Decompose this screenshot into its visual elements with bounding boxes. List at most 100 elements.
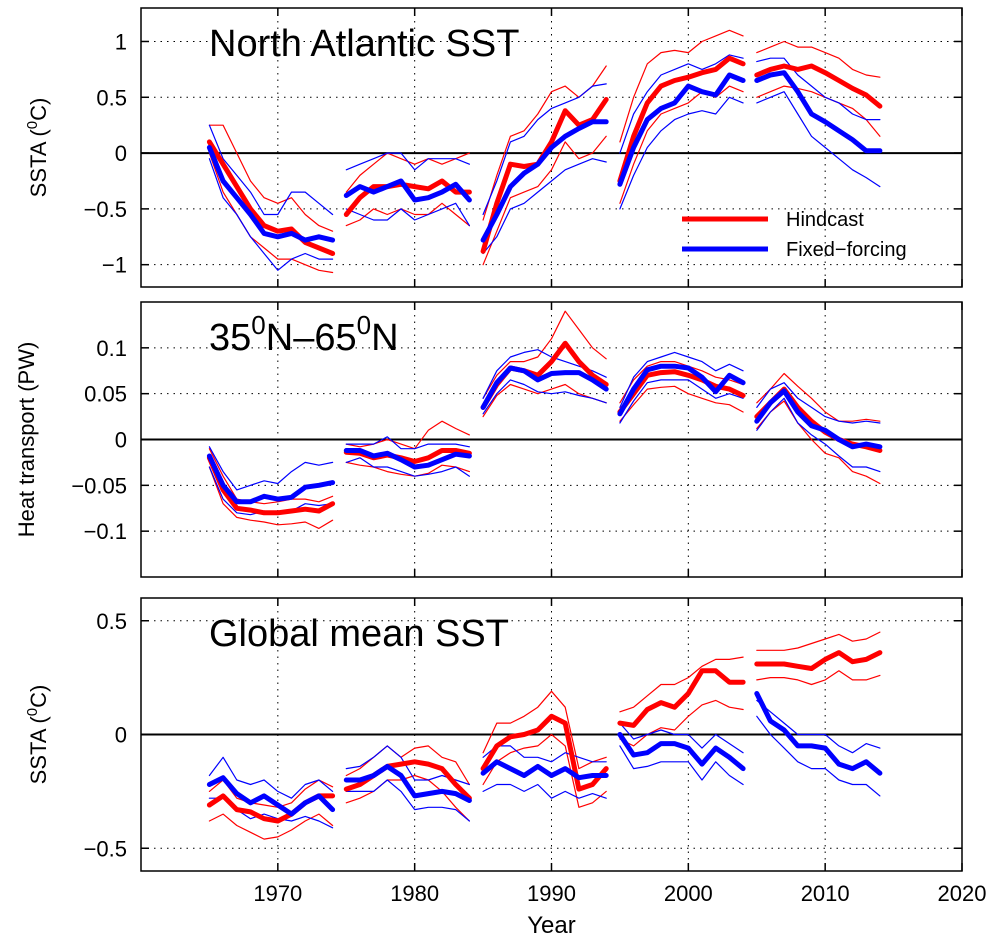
hindcast-lower-segment-2 — [345, 461, 470, 477]
hindcast-upper-segment-3 — [482, 690, 607, 770]
panel-title: Global mean SST — [209, 613, 509, 655]
fixed-lower-segment-2 — [345, 202, 470, 227]
xtick-label: 1980 — [390, 881, 439, 906]
fixed-lower-segment-3 — [482, 379, 607, 415]
y-axis-label: SSTA (0C) — [24, 685, 51, 785]
hindcast-lower-segment-1 — [208, 813, 334, 840]
fixed-upper-segment-5 — [756, 382, 881, 424]
panel-2: −0.1 −0.05 0 0.05 0.1 Heat transport (PW) 350N… — [14, 301, 963, 578]
fixed-line-segment-5 — [754, 691, 883, 776]
xtick-label: 1970 — [253, 881, 302, 906]
ytick-label: 0.1 — [96, 336, 127, 361]
ytick-label: −1 — [102, 253, 127, 278]
hindcast-upper-segment-1 — [208, 124, 334, 232]
fixed-upper-segment-2 — [345, 152, 470, 171]
legend-hindcast-label: Hindcast — [786, 209, 864, 231]
hindcast-lower-segment-1 — [208, 152, 334, 274]
fixed-upper-segment-4 — [619, 722, 744, 754]
x-axis-label: Year — [527, 912, 576, 939]
hindcast-line-segment-5 — [754, 63, 883, 109]
xtick-label: 2020 — [938, 881, 987, 906]
fixed-line-segment-5 — [754, 70, 883, 154]
hindcast-upper-segment-5 — [756, 40, 881, 78]
ytick-label: −0.5 — [84, 197, 127, 222]
fixed-lower-segment-1 — [208, 158, 334, 271]
fixed-upper-segment-5 — [756, 699, 881, 754]
hindcast-lower-segment-5 — [756, 670, 881, 686]
panel-3: −0.5 0 0.5 SSTA (0C) Global mean SST — [24, 597, 963, 872]
hindcast-upper-segment-4 — [619, 656, 744, 713]
xtick-label: 1990 — [527, 881, 576, 906]
hindcast-upper-segment-5 — [756, 631, 881, 651]
hindcast-line-segment-4 — [617, 55, 746, 184]
legend: Hindcast Fixed−forcing — [682, 209, 907, 261]
hindcast-upper-segment-5 — [756, 372, 881, 422]
panel-title: North Atlantic SST — [209, 23, 519, 65]
fixed-upper-segment-5 — [756, 57, 881, 121]
hindcast-line-segment-4 — [617, 668, 746, 728]
fixed-line-segment-5 — [754, 388, 883, 450]
fixed-line-segment-2 — [343, 178, 472, 203]
hindcast-lower-segment-4 — [619, 699, 744, 747]
fixed-line-segment-2 — [343, 448, 472, 470]
fixed-line-segment-4 — [617, 72, 746, 187]
fixed-upper-segment-4 — [619, 351, 744, 408]
fixed-lower-segment-5 — [756, 715, 881, 797]
fixed-line-segment-2 — [343, 763, 472, 803]
xtick-label: 2000 — [664, 881, 713, 906]
hindcast-lower-segment-4 — [619, 85, 744, 204]
ytick-label: 0.05 — [84, 382, 127, 407]
ytick-label: 0.5 — [96, 609, 127, 634]
fixed-line-segment-3 — [480, 119, 609, 243]
hindcast-upper-segment-2 — [345, 745, 470, 786]
xtick-label: 2010 — [801, 881, 850, 906]
ytick-label: −0.5 — [84, 836, 127, 861]
hindcast-upper-segment-4 — [619, 29, 744, 143]
hindcast-line-segment-3 — [480, 713, 609, 792]
fixed-upper-segment-1 — [208, 756, 334, 799]
fixed-lower-segment-4 — [619, 379, 744, 424]
ytick-label: 0 — [115, 141, 127, 166]
panel-title: 350N–650N — [209, 310, 399, 359]
fixed-upper-segment-1 — [208, 446, 334, 491]
fixed-line-segment-3 — [480, 365, 609, 410]
y-axis-label: Heat transport (PW) — [14, 342, 39, 538]
hindcast-lower-segment-4 — [619, 385, 744, 422]
hindcast-lower-segment-5 — [756, 85, 881, 137]
ytick-label: 1 — [115, 29, 127, 54]
fixed-lower-segment-3 — [482, 783, 607, 799]
ytick-label: −0.1 — [84, 519, 127, 544]
hindcast-line-segment-4 — [617, 369, 746, 415]
fixed-lower-segment-4 — [619, 745, 744, 786]
fixed-lower-segment-2 — [345, 779, 470, 822]
fixed-upper-segment-4 — [619, 54, 744, 154]
fixed-lower-segment-5 — [756, 91, 881, 188]
hindcast-lower-segment-2 — [345, 202, 470, 227]
fixed-line-segment-1 — [206, 453, 336, 505]
hindcast-line-segment-1 — [206, 455, 336, 516]
fixed-line-segment-4 — [617, 732, 746, 772]
fixed-lower-segment-2 — [345, 457, 470, 477]
hindcast-lower-segment-3 — [482, 383, 607, 418]
hindcast-upper-segment-2 — [345, 420, 470, 450]
legend-fixed-label: Fixed−forcing — [786, 239, 907, 261]
fixed-upper-segment-2 — [345, 436, 470, 450]
fixed-line-segment-1 — [206, 145, 336, 243]
fixed-line-segment-3 — [480, 759, 609, 781]
fixed-lower-segment-3 — [482, 158, 607, 255]
hindcast-lower-segment-2 — [345, 774, 470, 822]
hindcast-upper-segment-1 — [208, 448, 334, 505]
fixed-line-segment-4 — [617, 363, 746, 417]
fixed-lower-segment-5 — [756, 397, 881, 473]
hindcast-upper-segment-3 — [482, 310, 607, 399]
hindcast-upper-segment-4 — [619, 361, 744, 404]
fixed-lower-segment-4 — [619, 96, 744, 210]
hindcast-lower-segment-5 — [756, 400, 881, 485]
ytick-label: 0 — [115, 723, 127, 748]
ytick-label: 0 — [115, 428, 127, 453]
hindcast-line-segment-5 — [754, 650, 883, 671]
ytick-label: 0.5 — [96, 85, 127, 110]
hindcast-lower-segment-3 — [482, 733, 607, 808]
hindcast-line-segment-1 — [206, 139, 336, 256]
